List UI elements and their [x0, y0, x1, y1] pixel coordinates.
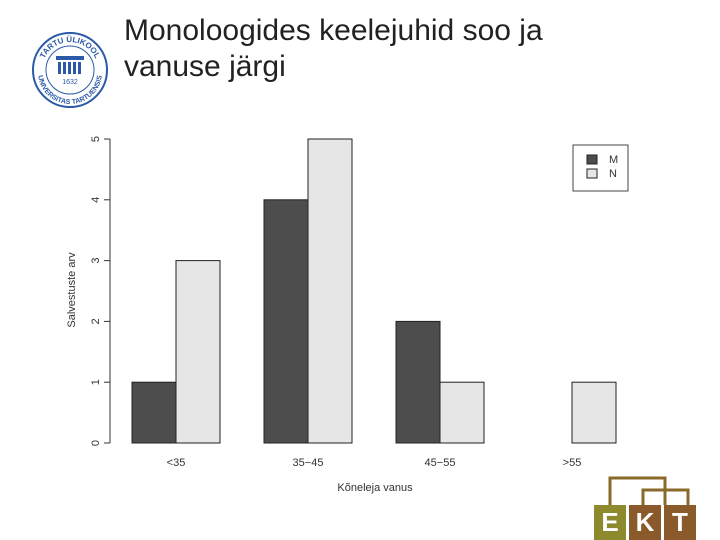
- bar: [175, 260, 221, 444]
- legend-label: M: [609, 154, 618, 166]
- y-tick-label: 0: [90, 440, 102, 446]
- logo-inner-ring: [45, 45, 95, 95]
- logo-year: 1632: [62, 79, 78, 86]
- y-axis-label: Salvestuste arv: [66, 252, 78, 328]
- chart: 0 1 2 3 4 5 <35 35−45 45−55 >55 Kõneleja vanus Salv…: [66, 136, 629, 494]
- x-tick-label: 35−45: [293, 457, 324, 469]
- ekt-letter: T: [672, 507, 688, 537]
- logo-roof: [56, 56, 84, 60]
- ekt-lines: [608, 476, 690, 505]
- logo: TARTU ÜLIKOOL UNIVERSITAS TARTUENSIS 163…: [32, 32, 108, 108]
- x-tick-label: >55: [563, 457, 582, 469]
- y-tick-label: 1: [90, 379, 102, 385]
- logo-ring: [32, 32, 108, 108]
- ekt-logo: E K T: [594, 476, 696, 540]
- ekt-letter: K: [636, 507, 655, 537]
- ekt-box: [594, 505, 626, 540]
- legend-label: N: [609, 168, 617, 180]
- bar: [439, 381, 485, 444]
- ekt-box: [629, 505, 661, 540]
- y-tick-label: 2: [90, 318, 102, 324]
- ekt-box: [664, 505, 696, 540]
- y-tick-label: 5: [90, 136, 102, 142]
- slide-title: Monoloogides keelejuhid soo ja vanuse jär…: [124, 14, 543, 83]
- x-tick-label: 45−55: [425, 457, 456, 469]
- x-tick-label: <35: [167, 457, 186, 469]
- bar: [307, 138, 353, 444]
- bar: [571, 381, 617, 444]
- bar: [131, 381, 177, 444]
- legend-swatch: [586, 168, 598, 179]
- logo-columns: [58, 62, 81, 74]
- bar: [263, 199, 309, 444]
- bar: [395, 320, 441, 444]
- x-axis-label: Kõneleja vanus: [337, 482, 413, 494]
- y-tick-label: 3: [90, 258, 102, 264]
- y-tick-label: 4: [90, 197, 102, 203]
- legend-swatch: [586, 154, 598, 165]
- legend-box: [572, 144, 629, 192]
- ekt-letter: E: [601, 507, 618, 537]
